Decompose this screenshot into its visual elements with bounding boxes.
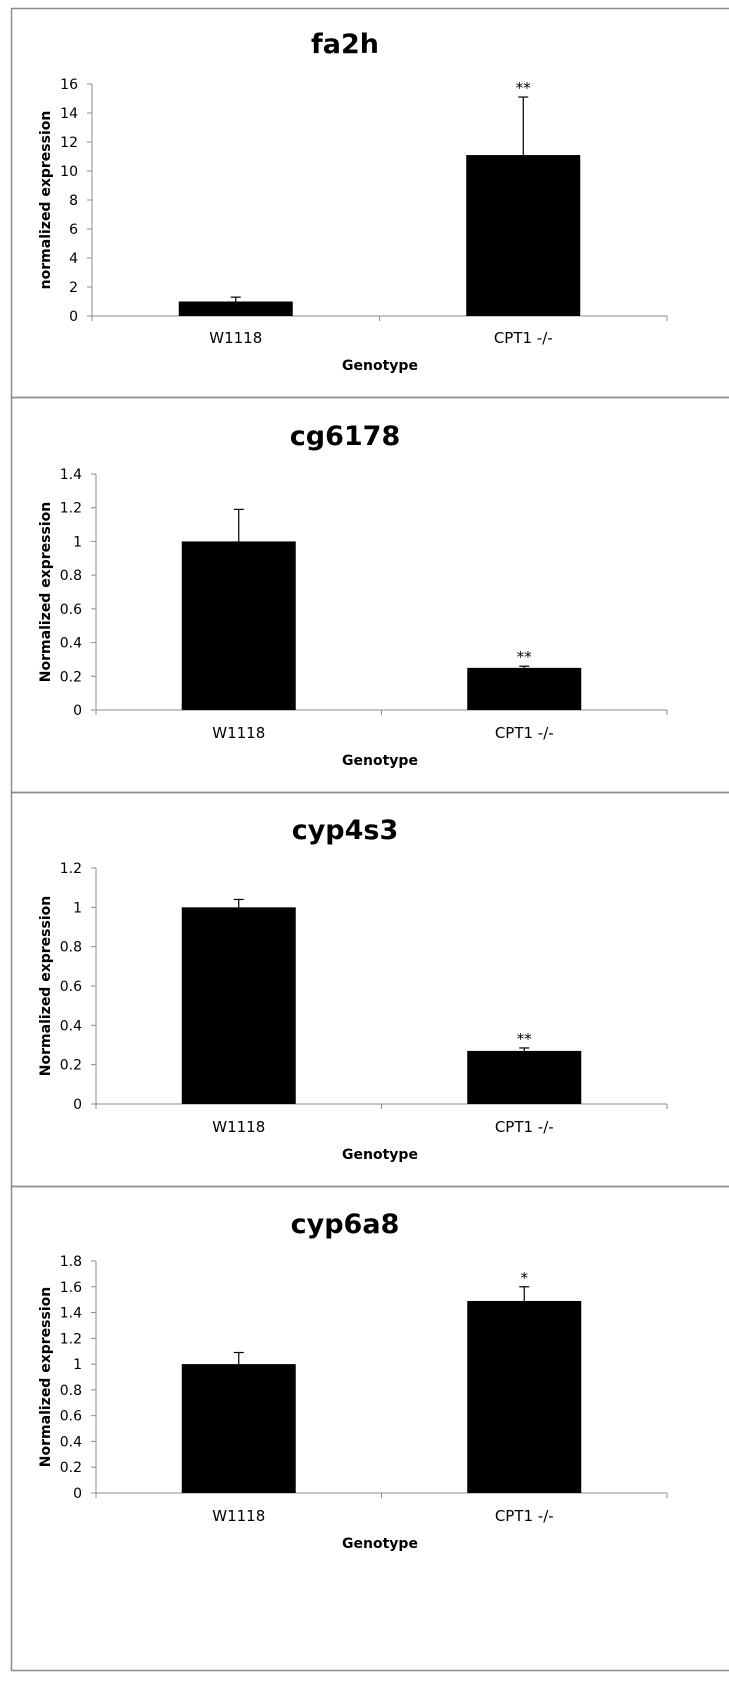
category-label: W1118 [209, 329, 262, 347]
bar-1 [181, 541, 296, 710]
y-tick-label: 0.6 [60, 602, 82, 618]
y-axis-label: Normalized expression [38, 502, 54, 682]
y-axis-label: normalized expression [38, 111, 54, 290]
significance-marker: ** [517, 648, 533, 666]
category-label: CPT1 -/- [495, 1118, 554, 1136]
bar-2 [467, 667, 582, 710]
panel-border [10, 1185, 729, 1672]
x-axis-label: Genotype [342, 1536, 418, 1552]
y-tick-label: 2 [69, 280, 78, 296]
y-tick-label: 0.4 [60, 636, 82, 652]
y-tick-label: 14 [60, 106, 78, 122]
significance-marker: ** [517, 1030, 533, 1048]
y-tick-label: 0.8 [60, 568, 82, 584]
y-tick-label: 10 [60, 164, 78, 180]
y-tick-label: 0.2 [60, 669, 82, 685]
y-tick-label: 16 [60, 77, 78, 93]
y-tick-label: 12 [60, 135, 78, 151]
y-tick-label: 6 [69, 222, 78, 238]
x-axis-label: Genotype [342, 1147, 418, 1163]
y-tick-label: 0.4 [60, 1018, 82, 1034]
bar-1 [181, 907, 296, 1104]
y-tick-label: 0.2 [60, 1058, 82, 1074]
bar-2 [466, 155, 581, 316]
y-tick-label: 4 [69, 251, 78, 267]
bar-2 [467, 1050, 582, 1104]
significance-marker: ** [516, 79, 532, 97]
y-tick-label: 0.6 [60, 1409, 82, 1425]
bar-2 [467, 1300, 582, 1493]
y-tick-label: 1 [73, 1357, 82, 1373]
x-axis-label: Genotype [342, 358, 418, 374]
chart-title: cyp4s3 [292, 815, 399, 846]
y-tick-label: 1.2 [60, 1331, 82, 1347]
chart-panel-2: cg6178 0 0.2 0.4 0.6 0.8 1 1.2 1.4 W1118 ** CPT1 -/… [10, 396, 729, 794]
bar-1 [178, 301, 293, 316]
y-tick-label: 1 [73, 900, 82, 916]
y-tick-label: 1.6 [60, 1280, 82, 1296]
y-tick-label: 0.4 [60, 1434, 82, 1450]
bar-1 [181, 1364, 296, 1493]
y-tick-label: 1.2 [60, 501, 82, 517]
chart-panel-4: cyp6a8 0 0.2 0.4 0.6 0.8 1 1.2 1.4 1.6 1.8 W1118 * CP… [10, 1185, 729, 1672]
panel-border [10, 7, 729, 399]
chart-panel-1: fa2h 0 2 4 6 8 10 12 14 16 W1118 ** CPT1 -/- Genotype… [10, 7, 729, 399]
y-tick-label: 0.8 [60, 1383, 82, 1399]
category-label: W1118 [212, 1507, 265, 1525]
chart-title: cg6178 [290, 421, 400, 452]
y-tick-label: 0 [73, 703, 82, 719]
y-tick-label: 1.2 [60, 861, 82, 877]
y-tick-label: 8 [69, 193, 78, 209]
y-tick-label: 1 [73, 534, 82, 550]
category-label: W1118 [212, 1118, 265, 1136]
category-label: W1118 [212, 724, 265, 742]
y-tick-label: 0 [73, 1486, 82, 1502]
category-label: CPT1 -/- [494, 329, 553, 347]
chart-title: fa2h [311, 29, 379, 60]
y-axis-label: Normalized expression [38, 896, 54, 1076]
y-tick-label: 0.2 [60, 1460, 82, 1476]
y-tick-label: 1.8 [60, 1254, 82, 1270]
y-axis-label: Normalized expression [38, 1287, 54, 1467]
chart-title: cyp6a8 [291, 1209, 400, 1240]
y-tick-label: 0 [69, 309, 78, 325]
x-axis-label: Genotype [342, 753, 418, 769]
category-label: CPT1 -/- [495, 724, 554, 742]
y-tick-label: 0 [73, 1097, 82, 1113]
panel-border [10, 396, 729, 794]
y-tick-label: 0.6 [60, 979, 82, 995]
chart-panel-3: cyp4s3 0 0.2 0.4 0.6 0.8 1 1.2 W1118 ** CPT1 -/- Ge… [10, 791, 729, 1188]
y-tick-label: 1.4 [60, 1306, 82, 1322]
y-tick-label: 1.4 [60, 467, 82, 483]
category-label: CPT1 -/- [495, 1507, 554, 1525]
y-tick-label: 0.8 [60, 940, 82, 956]
panel-border [10, 791, 729, 1188]
significance-marker: * [521, 1269, 529, 1287]
